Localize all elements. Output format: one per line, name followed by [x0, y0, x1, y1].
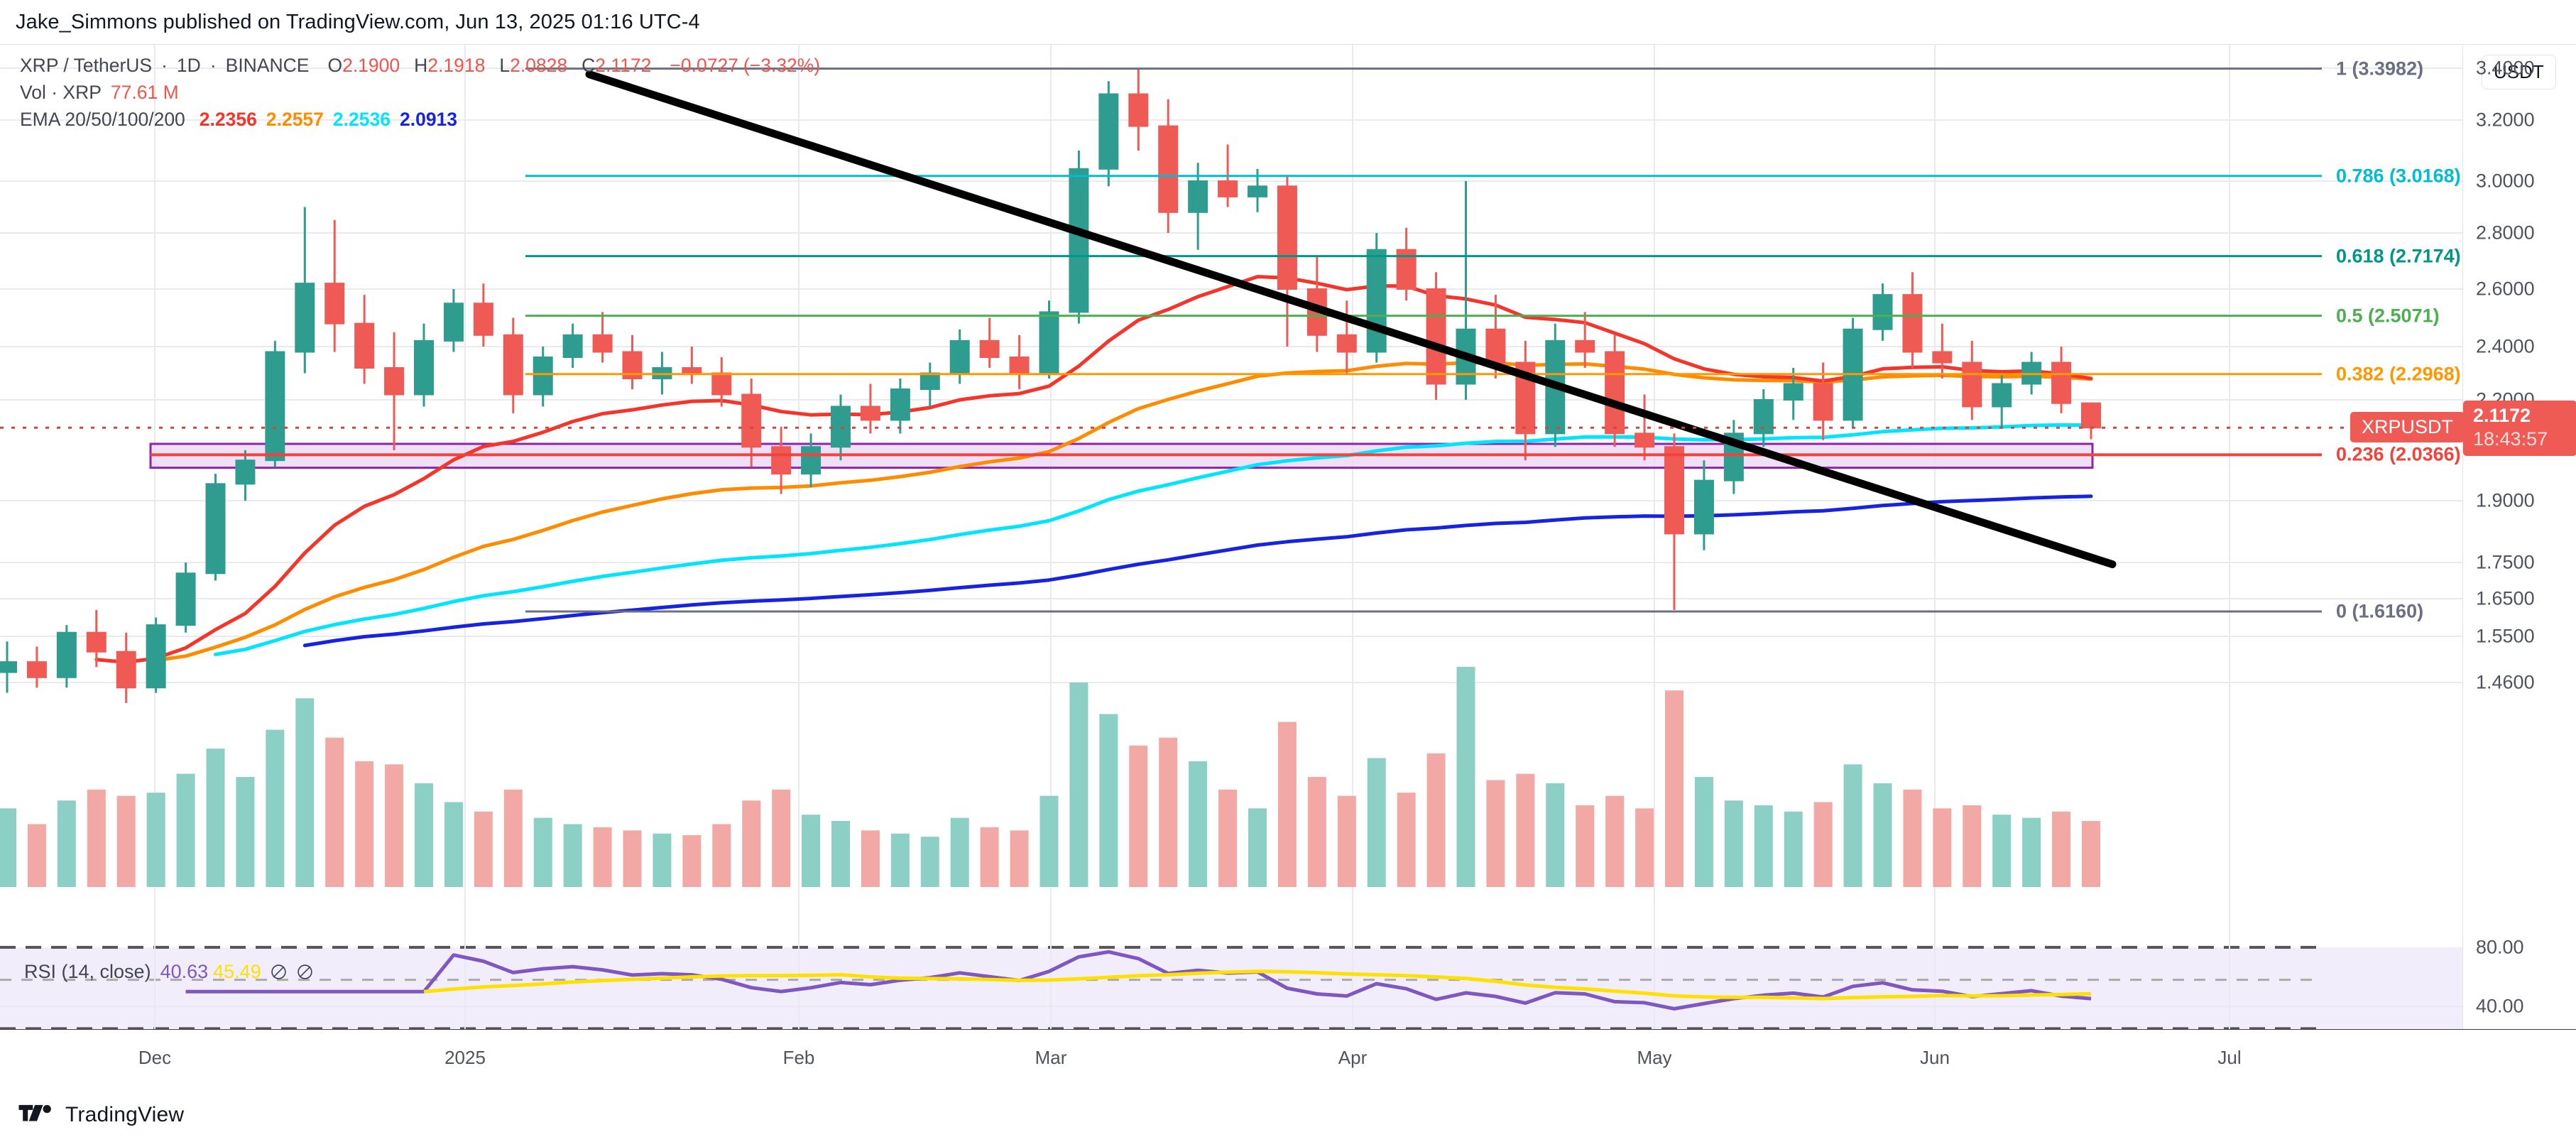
legend-low-label: L — [499, 54, 511, 76]
tradingview-brand-text: TradingView — [65, 1103, 185, 1126]
bar-countdown: 18:43:57 — [2473, 428, 2548, 450]
legend-change-abs: −0.0727 — [670, 54, 738, 76]
legend-ema50-value: 2.2557 — [266, 108, 324, 130]
current-price-value: 2.1172 — [2473, 405, 2531, 427]
price-axis-tick: 1.9000 — [2476, 489, 2535, 511]
fib-label-0-5: 0.5 (2.5071) — [2336, 305, 2440, 327]
legend-ema20-value: 2.2356 — [199, 108, 257, 130]
legend-sep-2: · — [209, 54, 217, 76]
price-axis-tick: 2.4000 — [2476, 335, 2535, 357]
chart-legend[interactable]: XRP / TetherUS · 1D · BINANCE O 2.1900 H… — [20, 52, 820, 133]
time-axis-tick: Jul — [2217, 1047, 2242, 1068]
fib-label-0-618: 0.618 (2.7174) — [2336, 245, 2461, 267]
legend-volume-value: 77.61 M — [110, 81, 179, 103]
price-axis-tick: 3.0000 — [2476, 170, 2535, 192]
legend-high-value: 2.1918 — [427, 54, 486, 76]
fib-label-1: 1 (3.3982) — [2336, 58, 2424, 80]
price-axis-tick: 2.6000 — [2476, 278, 2535, 300]
fib-label-0-786: 0.786 (3.0168) — [2336, 165, 2461, 187]
tradingview-logo-icon — [18, 1104, 51, 1121]
legend-close-label: C — [582, 54, 596, 76]
legend-row-ema[interactable]: EMA 20/50/100/200 2.2356 2.2557 2.2536 2… — [20, 106, 820, 133]
attribution-bar: Jake_Simmons published on TradingView.co… — [0, 0, 2576, 44]
price-chart-canvas — [0, 45, 2462, 945]
legend-ema100-value: 2.2536 — [332, 108, 391, 130]
legend-exchange[interactable]: BINANCE — [225, 54, 310, 76]
rsi-pane[interactable]: RSI (14, close) 40.63 45.49 — [0, 945, 2462, 1029]
legend-open-value: 2.1900 — [342, 54, 400, 76]
legend-symbol[interactable]: XRP / TetherUS — [20, 54, 153, 76]
price-pane[interactable] — [0, 45, 2462, 945]
chart-frame: RSI (14, close) 40.63 45.49 XRP / Tether… — [0, 44, 2576, 1089]
time-axis-tick: Dec — [138, 1047, 172, 1068]
price-axis-tick: 3.4000 — [2476, 57, 2535, 79]
price-axis-tick: 2.8000 — [2476, 222, 2535, 244]
rsi-legend[interactable]: RSI (14, close) 40.63 45.49 — [24, 961, 314, 983]
price-axis-tick: 1.6500 — [2476, 587, 2535, 609]
crossed-circle-icon[interactable] — [270, 963, 288, 981]
attribution-text: Jake_Simmons published on TradingView.co… — [16, 10, 700, 33]
symbol-price-tag: XRPUSDT — [2350, 412, 2465, 443]
time-axis-tick: Apr — [1338, 1047, 1368, 1068]
legend-ema-label: EMA 20/50/100/200 — [20, 108, 185, 130]
time-axis-tick: May — [1637, 1047, 1672, 1068]
time-axis-tick: Feb — [782, 1047, 815, 1068]
legend-change-pct: (−3.32%) — [743, 54, 821, 76]
legend-interval[interactable]: 1D — [176, 54, 201, 76]
axis-currency-label: USDT — [2482, 55, 2556, 89]
rsi-axis-tick: 40.00 — [2476, 995, 2524, 1017]
legend-close-value: 2.1172 — [595, 54, 652, 76]
legend-volume-label: Vol · XRP — [20, 81, 102, 103]
legend-ema200-value: 2.0913 — [399, 108, 458, 130]
rsi-value: 40.63 — [160, 961, 209, 982]
time-axis-tick: 2025 — [444, 1047, 486, 1068]
fib-label-0: 0 (1.6160) — [2336, 600, 2424, 622]
footer-brand: TradingView — [0, 1088, 2576, 1142]
time-axis-tick: Jun — [1920, 1047, 1950, 1068]
legend-open-label: O — [327, 54, 343, 76]
current-price-badge: 2.1172 18:43:57 — [2463, 401, 2576, 457]
rsi-title: RSI (14, close) — [24, 961, 151, 982]
legend-row-symbol[interactable]: XRP / TetherUS · 1D · BINANCE O 2.1900 H… — [20, 52, 820, 79]
time-axis-tick: Mar — [1035, 1047, 1067, 1068]
price-axis-tick: 3.2000 — [2476, 109, 2535, 131]
price-axis-tick: 1.4600 — [2476, 671, 2535, 693]
time-axis[interactable]: Dec 2025 Feb Mar Apr May Jun Jul — [0, 1029, 2576, 1089]
legend-row-volume[interactable]: Vol · XRP 77.61 M — [20, 79, 820, 106]
price-axis[interactable]: USDT 3.4000 3.2000 3.0000 2.8000 2.6000 2.400… — [2462, 45, 2576, 1029]
legend-sep-1: · — [161, 54, 168, 76]
legend-low-value: 2.0828 — [510, 54, 568, 76]
price-axis-tick: 1.5500 — [2476, 625, 2535, 647]
fib-label-0-236: 0.236 (2.0366) — [2336, 443, 2461, 465]
rsi-axis-tick: 80.00 — [2476, 936, 2524, 958]
rsi-chart-canvas — [0, 945, 2462, 1029]
crossed-circle-icon-2[interactable] — [296, 963, 314, 981]
legend-high-label: H — [414, 54, 428, 76]
fib-label-0-382: 0.382 (2.2968) — [2336, 363, 2461, 385]
price-axis-tick: 1.7500 — [2476, 551, 2535, 573]
rsi-ma-value: 45.49 — [213, 961, 261, 982]
